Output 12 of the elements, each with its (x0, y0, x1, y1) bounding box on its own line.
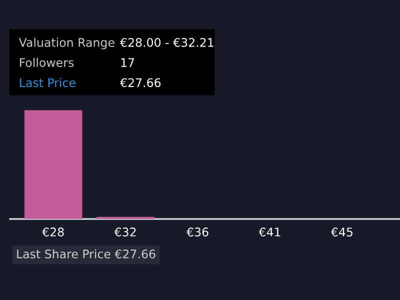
text: Followers (20, 58, 74, 68)
text: €28.00 - €32.21 (120, 38, 214, 47)
text: Last Share Price €27.66 (17, 249, 156, 258)
text: 17 (121, 58, 134, 67)
x-tick-label: €41 (258, 228, 280, 236)
text: Last Price (20, 78, 76, 88)
x-tick-label: €32 (114, 228, 136, 236)
x-tick-label: €45 (330, 228, 352, 236)
text: Valuation Range (18, 38, 114, 50)
x-tick-label: €36 (186, 228, 208, 236)
text: €27.66 (120, 78, 161, 88)
x-tick-label: €28 (42, 228, 64, 236)
